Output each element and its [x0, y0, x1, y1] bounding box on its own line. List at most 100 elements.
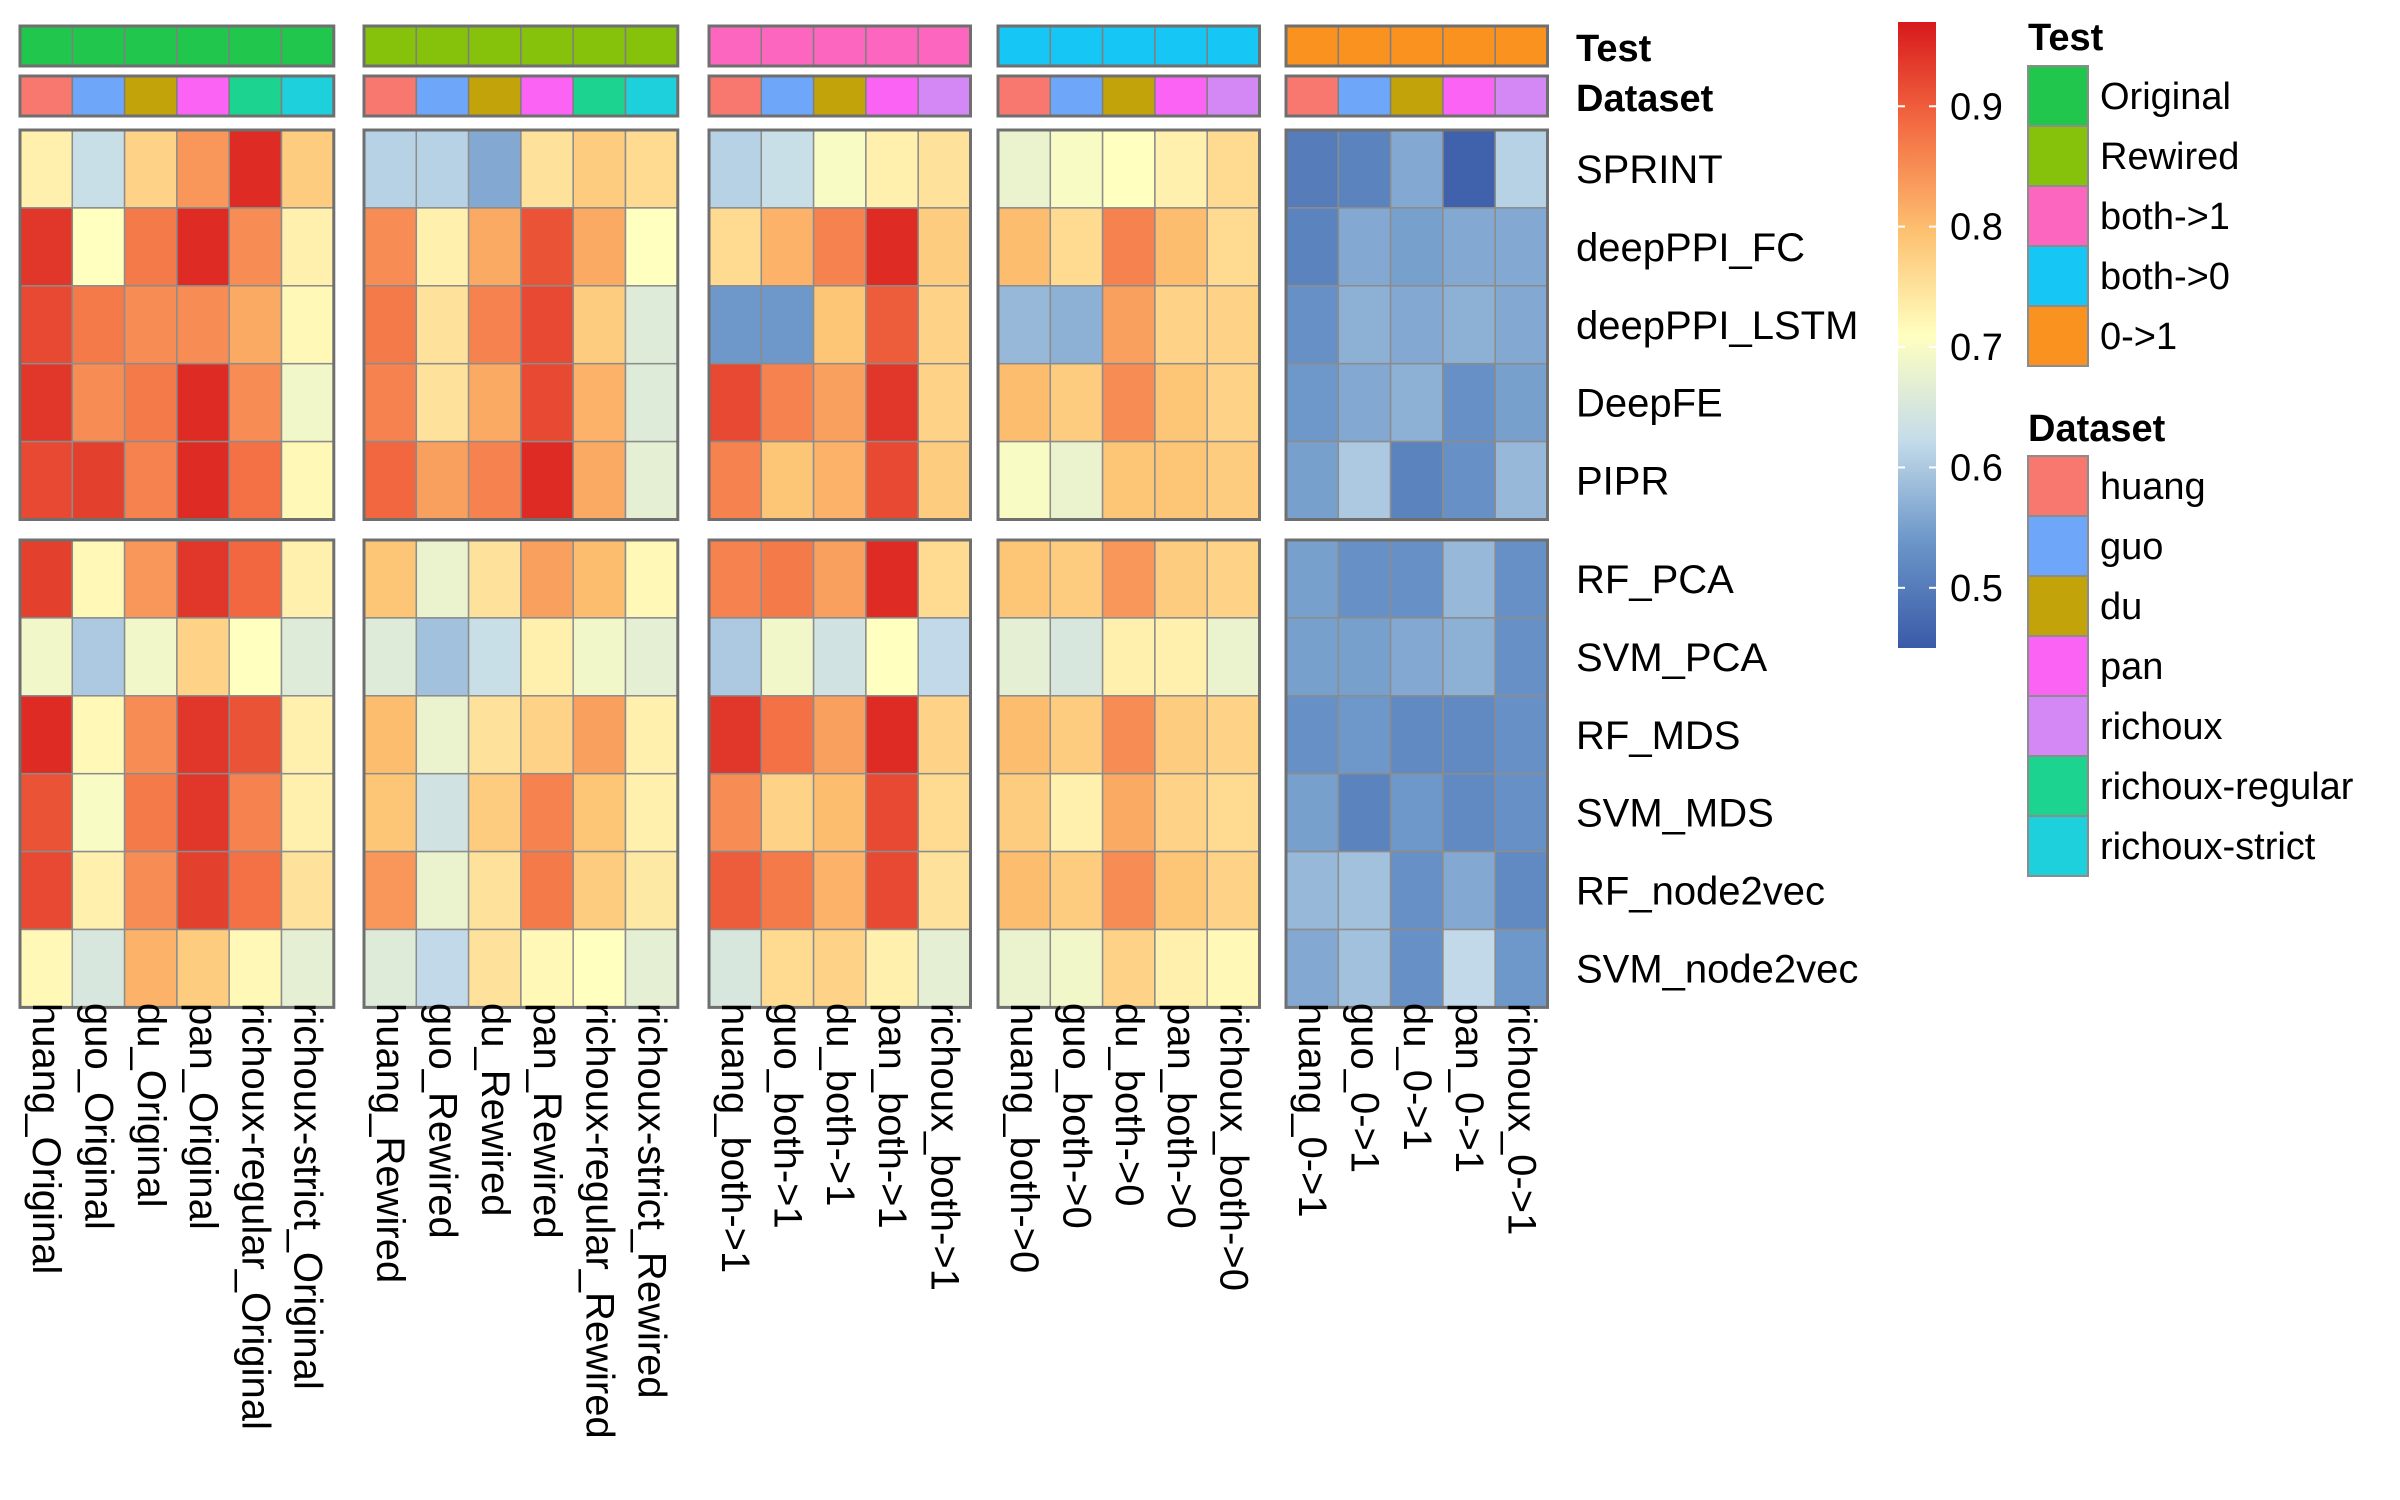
heatmap-cell: [228, 772, 283, 853]
column-label: pan_both->1: [870, 1003, 914, 1229]
legend-item-label: richoux: [2100, 706, 2223, 748]
heatmap-cell: [176, 285, 230, 365]
heatmap-cell: [917, 850, 972, 931]
heatmap-cell: [1154, 129, 1208, 209]
heatmap-cell: [1389, 928, 1444, 1009]
column-label: pan_Rewired: [525, 1003, 569, 1239]
heatmap-block-border: [18, 128, 336, 521]
heatmap-cell: [280, 207, 335, 287]
heatmap-cell: [467, 772, 522, 853]
dataset-annotation-cell: [1285, 75, 1340, 117]
heatmap-cell: [1101, 850, 1156, 931]
heatmap-cell: [1337, 207, 1392, 287]
test-annotation-cell: [1494, 25, 1549, 67]
legend-swatch: [2027, 695, 2089, 757]
column-label: huang_both->1: [713, 1003, 757, 1273]
heatmap-cell: [812, 207, 867, 287]
heatmap-cell: [917, 539, 972, 619]
test-annotation-cell: [760, 25, 815, 67]
heatmap-cell: [572, 772, 627, 853]
heatmap-cell: [1389, 772, 1444, 853]
heatmap-cell: [123, 772, 178, 853]
dataset-annotation-cell: [280, 75, 335, 117]
heatmap-cell: [71, 539, 126, 619]
heatmap-cell: [708, 695, 763, 775]
heatmap-cell: [1389, 207, 1444, 287]
legend-swatch: [2027, 635, 2089, 697]
heatmap-cell: [1101, 695, 1156, 775]
heatmap-cell: [1206, 129, 1261, 209]
row-label: RF_node2vec: [1576, 870, 1825, 914]
heatmap-cell: [467, 617, 522, 697]
heatmap-cell: [280, 539, 335, 619]
dataset-annotation-cell: [997, 75, 1052, 117]
test-annotation-cell: [19, 25, 74, 67]
heatmap-cell: [520, 129, 574, 209]
test-annotation-cell: [467, 25, 522, 67]
heatmap-cell: [467, 362, 522, 443]
heatmap-cell: [123, 539, 178, 619]
heatmap-cell: [467, 695, 522, 775]
heatmap-cell: [363, 695, 418, 775]
heatmap-cell: [1389, 285, 1444, 365]
heatmap-cell: [520, 539, 574, 619]
heatmap-cell: [1337, 539, 1392, 619]
heatmap-cell: [71, 440, 126, 521]
legend-item-label: Original: [2100, 76, 2231, 118]
heatmap-cell: [520, 850, 574, 931]
heatmap-block-border: [362, 538, 680, 1009]
heatmap-cell: [760, 539, 815, 619]
test-annotation-cell: [228, 25, 283, 67]
heatmap-cell: [1442, 539, 1496, 619]
heatmap-cell: [760, 207, 815, 287]
heatmap-cell: [1337, 129, 1392, 209]
heatmap-cell: [176, 362, 230, 443]
dataset-annotation-cell: [1101, 75, 1156, 117]
heatmap-cell: [572, 285, 627, 365]
column-label: du_0->1: [1395, 1003, 1439, 1151]
heatmap-cell: [572, 539, 627, 619]
heatmap-cell: [865, 440, 919, 521]
heatmap-block-border: [1284, 538, 1549, 1009]
dataset-annotation-block-border: [707, 74, 972, 118]
heatmap-cell: [812, 129, 867, 209]
heatmap-cell: [1442, 207, 1496, 287]
row-label: RF_PCA: [1576, 558, 1734, 602]
heatmap-cell: [1442, 695, 1496, 775]
heatmap-cell: [708, 928, 763, 1009]
heatmap-cell: [1442, 772, 1496, 853]
heatmap-cell: [1494, 207, 1549, 287]
heatmap-block-border: [996, 128, 1261, 521]
heatmap-cell: [812, 285, 867, 365]
test-annotation-cell: [363, 25, 418, 67]
dataset-annotation-bar: [19, 75, 1549, 117]
heatmap-cell: [467, 928, 522, 1009]
row-label: SVM_PCA: [1576, 636, 1767, 680]
heatmap-cell: [176, 129, 230, 209]
heatmap-cell: [1154, 285, 1208, 365]
test-annotation-cell: [1285, 25, 1340, 67]
heatmap-cell: [363, 207, 418, 287]
heatmap-cell: [363, 928, 418, 1009]
heatmap-cell: [1337, 695, 1392, 775]
heatmap-cell: [415, 440, 470, 521]
column-label: richoux-regular_Original: [233, 1003, 277, 1430]
heatmap-cell: [1285, 772, 1340, 853]
legend-item-label: pan: [2100, 646, 2163, 688]
heatmap-cell: [71, 362, 126, 443]
heatmap-cell: [415, 362, 470, 443]
row-label: PIPR: [1576, 460, 1669, 504]
heatmap-cell: [363, 772, 418, 853]
dataset-annotation-cell: [123, 75, 178, 117]
test-annotation-cell: [708, 25, 763, 67]
heatmap-cell: [1337, 440, 1392, 521]
heatmap-cell: [520, 285, 574, 365]
heatmap-cell: [280, 695, 335, 775]
heatmap-cell: [1285, 617, 1340, 697]
heatmap-cell: [1285, 285, 1340, 365]
heatmap-cell: [467, 285, 522, 365]
heatmap-cell: [708, 285, 763, 365]
heatmap-cell: [1049, 285, 1104, 365]
heatmap-cell: [176, 440, 230, 521]
